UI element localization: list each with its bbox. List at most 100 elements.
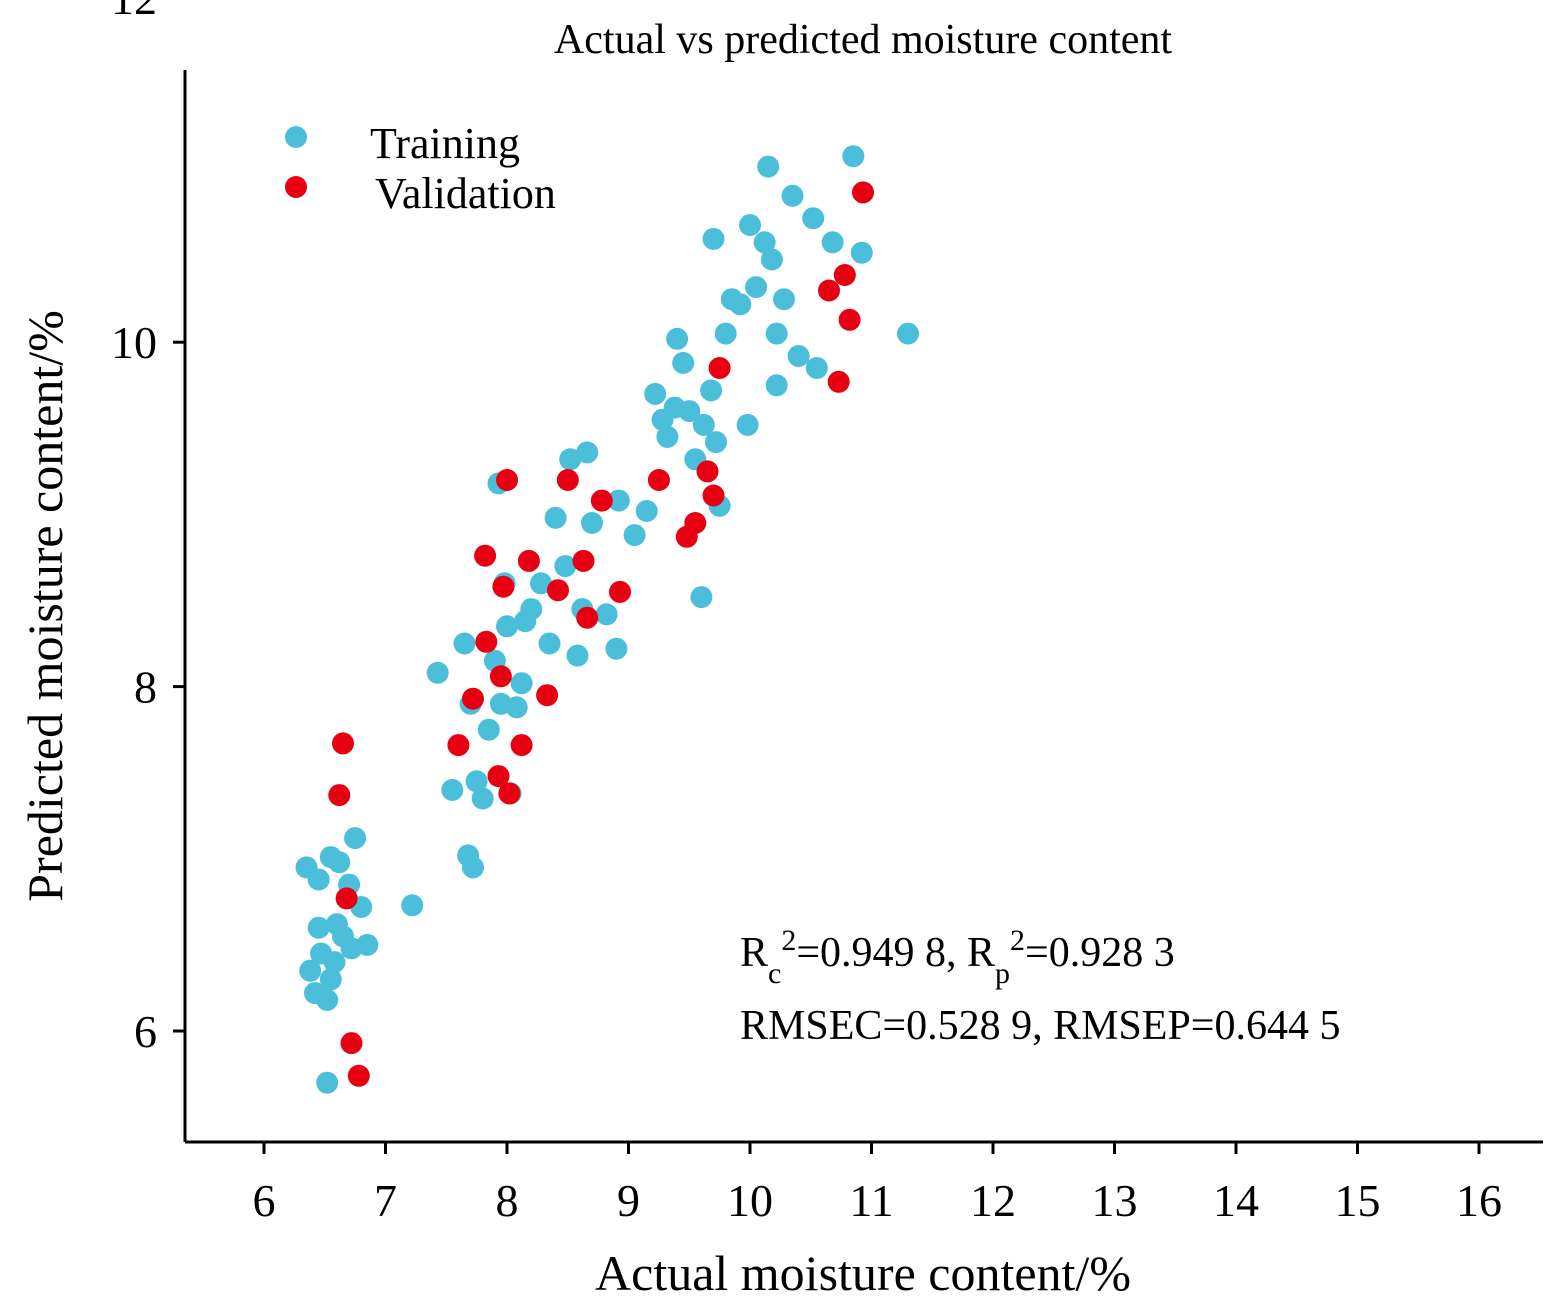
x-tick-label: 9: [617, 1175, 640, 1226]
training-point: [842, 145, 865, 168]
training-point: [739, 214, 761, 237]
x-tick-label: 13: [1092, 1175, 1138, 1226]
training-point: [623, 524, 646, 547]
validation-point: [708, 357, 731, 379]
training-point: [736, 413, 759, 436]
training-point: [781, 184, 804, 207]
validation-point: [332, 732, 354, 755]
stats-annotation: Rc2=0.949 8, Rp2=0.928 3 RMSEC=0.528 9, …: [740, 924, 1341, 1050]
validation-point: [328, 784, 351, 807]
validation-point: [576, 606, 599, 629]
validation-point: [496, 469, 518, 491]
rmse-annotation: RMSEC=0.528 9, RMSEP=0.644 5: [740, 1003, 1341, 1049]
training-point: [325, 913, 348, 936]
training-point: [471, 787, 494, 810]
x-tick-label: 7: [374, 1175, 397, 1226]
training-point: [554, 555, 577, 578]
validation-point: [572, 549, 595, 572]
validation-point: [492, 575, 515, 598]
training-point: [705, 431, 727, 454]
training-point: [672, 351, 695, 374]
chart-title: Actual vs predicted moisture content: [554, 17, 1172, 63]
validation-point: [447, 734, 470, 757]
validation-point: [852, 181, 874, 204]
training-point: [753, 231, 776, 254]
y-tick-label: 10: [111, 317, 157, 368]
training-point: [656, 425, 679, 448]
training-point: [426, 661, 449, 684]
training-point: [576, 441, 599, 464]
validation-point: [340, 1032, 363, 1055]
training-point: [692, 413, 715, 436]
training-point: [477, 718, 500, 741]
training-point: [566, 644, 589, 667]
training-point: [559, 448, 582, 471]
training-point: [595, 603, 618, 626]
validation-point: [609, 580, 631, 603]
validation-point: [347, 1064, 370, 1087]
training-point: [505, 696, 528, 719]
training-point: [773, 288, 795, 311]
legend-marker-validation: [285, 176, 307, 198]
training-point: [821, 231, 844, 254]
data-points: [295, 145, 919, 1094]
x-tick-label: 8: [496, 1175, 519, 1226]
x-tick-label: 12: [970, 1175, 1016, 1226]
validation-point: [702, 484, 725, 507]
x-tick-label: 10: [727, 1175, 773, 1226]
y-tick-label: 6: [134, 1006, 157, 1057]
training-point: [462, 856, 484, 879]
training-point: [581, 512, 603, 534]
training-point: [316, 989, 339, 1011]
validation-point: [335, 887, 358, 910]
training-point: [765, 322, 788, 345]
training-point: [760, 248, 783, 271]
x-tick-label: 11: [849, 1175, 893, 1226]
validation-point: [696, 460, 719, 483]
validation-point: [547, 579, 569, 602]
training-point: [401, 894, 424, 917]
validation-point: [818, 279, 840, 302]
training-point: [787, 345, 810, 367]
x-tick-label: 14: [1213, 1175, 1259, 1226]
training-point: [702, 227, 725, 250]
training-point: [745, 276, 768, 299]
training-point: [328, 851, 351, 874]
y-axis-title: Predicted moisture content/%: [17, 310, 73, 902]
validation-point: [536, 684, 559, 707]
training-point: [805, 357, 828, 379]
training-point: [530, 572, 552, 595]
validation-point: [475, 630, 498, 653]
validation-point: [833, 264, 856, 286]
training-point: [757, 155, 780, 178]
training-point: [344, 827, 367, 850]
validation-point: [498, 782, 521, 805]
training-point: [678, 400, 701, 423]
training-point: [700, 379, 723, 402]
x-ticks: 6 7 8 9 10 11 12 13 14 15 16: [253, 1142, 1502, 1226]
validation-point: [474, 544, 497, 567]
x-tick-label: 6: [253, 1175, 276, 1226]
training-point: [316, 1071, 339, 1094]
validation-point: [489, 665, 512, 688]
y-tick-label: 8: [134, 662, 157, 713]
training-point: [544, 506, 567, 529]
training-point: [441, 778, 464, 801]
legend-label-validation: Validation: [375, 169, 556, 218]
training-point: [666, 327, 689, 350]
training-point: [635, 500, 658, 522]
legend: Training Validation: [285, 119, 556, 218]
training-point: [897, 322, 919, 345]
training-point: [453, 632, 476, 655]
training-point: [520, 598, 543, 621]
x-axis-title: Actual moisture content/%: [595, 1245, 1131, 1301]
validation-point: [517, 549, 540, 572]
training-point: [607, 489, 630, 512]
y-ticks: 6810121416: [111, 0, 185, 1057]
training-point: [307, 868, 330, 891]
series-validation: [328, 181, 874, 1087]
validation-point: [510, 734, 533, 757]
validation-point: [647, 469, 670, 491]
validation-point: [838, 308, 861, 331]
